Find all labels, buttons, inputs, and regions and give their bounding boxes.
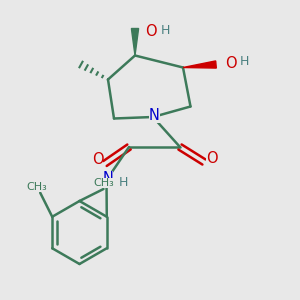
Text: N: N: [103, 171, 113, 186]
Text: N: N: [149, 108, 160, 123]
Text: H: H: [240, 55, 249, 68]
Text: H: H: [118, 176, 128, 189]
Text: O: O: [146, 24, 157, 39]
Text: H: H: [160, 24, 170, 37]
Text: O: O: [206, 151, 217, 166]
Text: CH₃: CH₃: [27, 182, 48, 192]
Text: CH₃: CH₃: [93, 178, 114, 188]
Text: O: O: [225, 56, 237, 70]
Text: O: O: [92, 152, 103, 167]
Polygon shape: [131, 28, 139, 56]
Polygon shape: [183, 61, 216, 68]
